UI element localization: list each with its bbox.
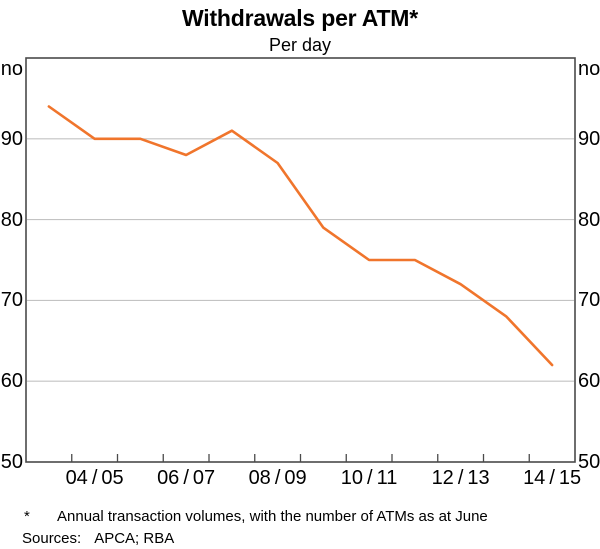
data-line-0 bbox=[47, 105, 554, 367]
sources-value: APCA; RBA bbox=[94, 530, 175, 547]
chart-subtitle: Per day bbox=[268, 35, 332, 55]
footnote-marker: * bbox=[24, 508, 30, 525]
x-axis-label-5: 14 / 15 bbox=[523, 467, 582, 489]
y-axis-unit-left: no bbox=[0, 58, 23, 80]
y-axis-label-right-90: 90 bbox=[578, 127, 600, 150]
y-axis-label-right-50: 50 bbox=[578, 451, 600, 473]
x-axis-label-4: 12 / 13 bbox=[431, 467, 490, 489]
y-axis-label-right-80: 80 bbox=[578, 208, 600, 231]
x-axis-label-1: 06 / 07 bbox=[157, 467, 216, 489]
x-axis-label-3: 10 / 11 bbox=[340, 467, 398, 489]
y-axis-unit-right: no bbox=[578, 58, 600, 80]
footnote-row: * Annual transaction volumes, with the n… bbox=[24, 507, 584, 526]
y-axis-label-left-60: 60 bbox=[0, 370, 23, 393]
y-axis-label-right-70: 70 bbox=[578, 289, 600, 312]
chart-title: Withdrawals per ATM* bbox=[181, 5, 419, 31]
y-axis-label-left-70: 70 bbox=[0, 289, 23, 312]
y-axis-label-left-90: 90 bbox=[0, 127, 23, 150]
x-axis-label-2: 08 / 09 bbox=[248, 467, 307, 489]
x-axis-label-0: 04 / 05 bbox=[65, 467, 124, 489]
footnote-text: Annual transaction volumes, with the num… bbox=[57, 508, 488, 525]
y-axis-label-left-80: 80 bbox=[0, 208, 23, 231]
y-axis-label-right-60: 60 bbox=[578, 370, 600, 393]
sources-row: Sources: APCA; RBA bbox=[22, 529, 582, 548]
y-axis-label-left-50: 50 bbox=[0, 451, 23, 473]
sources-label: Sources: bbox=[22, 530, 82, 547]
plot-border bbox=[25, 57, 576, 463]
